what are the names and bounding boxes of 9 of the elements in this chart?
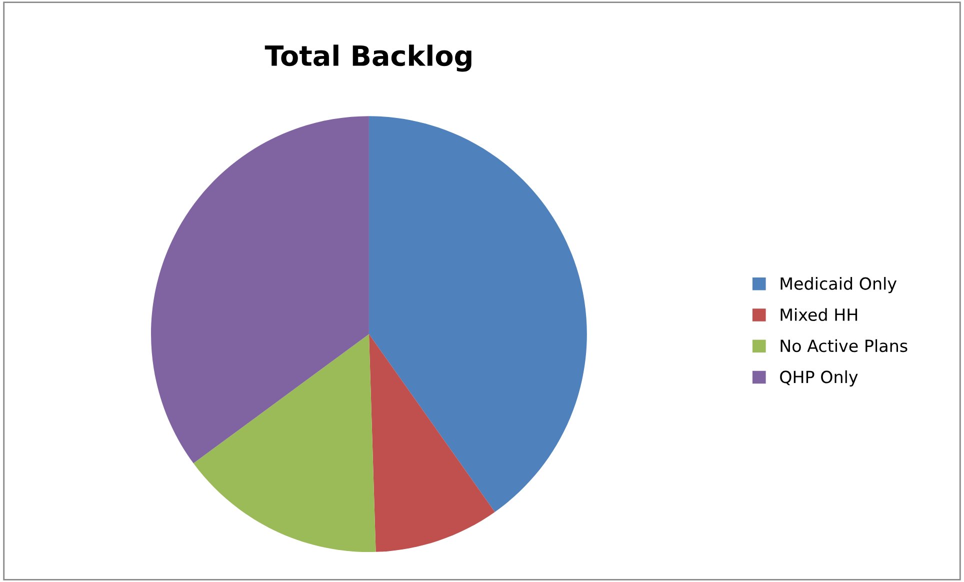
pie-slice xyxy=(368,334,495,552)
pie-slice xyxy=(368,116,587,512)
legend-label: Mixed HH xyxy=(780,308,858,322)
chart-title: Total Backlog xyxy=(264,44,472,72)
legend-label: No Active Plans xyxy=(780,339,908,352)
pie-slice xyxy=(151,116,369,464)
legend-label: QHP Only xyxy=(780,370,858,386)
pie-slice xyxy=(193,334,376,552)
legend-label: Medicaid Only xyxy=(780,276,897,294)
